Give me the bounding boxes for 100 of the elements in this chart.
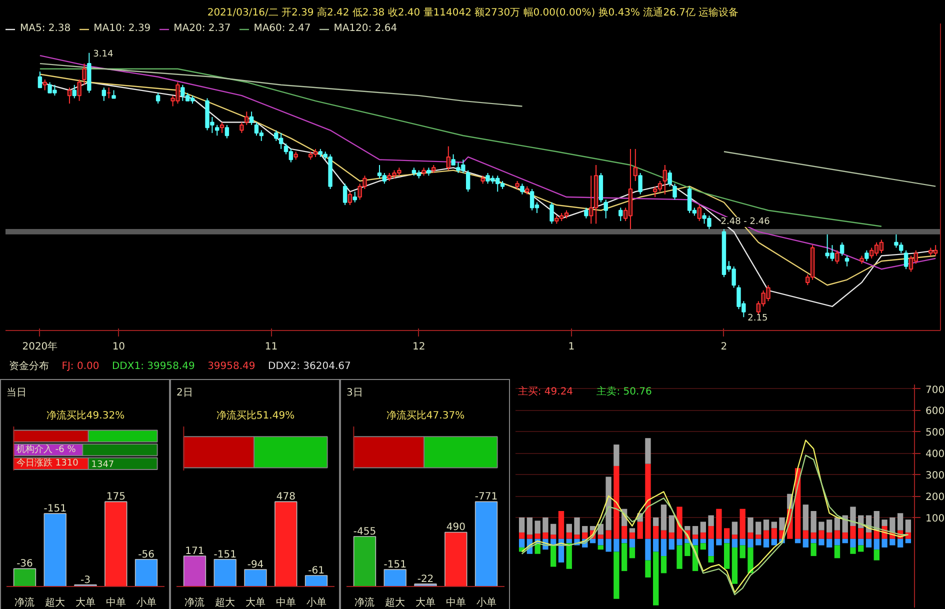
bar <box>44 513 66 586</box>
bar <box>756 522 762 535</box>
candlestick <box>835 250 840 264</box>
bar <box>104 501 128 586</box>
candlestick <box>840 242 844 256</box>
bar <box>676 538 682 546</box>
x-tick-label: 大单 <box>416 596 436 608</box>
annotation: 3.14 <box>93 49 114 60</box>
bar <box>274 501 298 586</box>
candlestick <box>244 111 249 126</box>
bar <box>882 538 888 548</box>
candlestick <box>844 255 850 267</box>
candlestick <box>638 172 642 195</box>
annotation: -61 <box>308 565 324 576</box>
chart-subtitle: 净流买比49.32% <box>46 410 125 422</box>
bar <box>834 545 840 558</box>
bar <box>818 530 824 539</box>
bar <box>542 517 548 532</box>
bar <box>621 526 628 539</box>
bar <box>740 508 746 539</box>
candlestick <box>82 63 86 86</box>
bar <box>708 556 714 562</box>
x-tick-label: 2 <box>720 342 728 352</box>
bar <box>740 538 746 546</box>
bar <box>566 524 572 532</box>
bar <box>850 547 856 554</box>
bar <box>732 534 738 539</box>
text: DDX1: 39958.49 <box>112 361 195 372</box>
bar <box>842 538 848 544</box>
x-tick-label: 12 <box>412 342 426 352</box>
x-tick-label: 中单 <box>276 596 296 608</box>
bar <box>834 530 840 539</box>
bar <box>518 538 525 548</box>
bar <box>653 552 659 606</box>
x-tick-label: 1 <box>568 342 575 352</box>
candlestick <box>352 191 357 203</box>
candlestick <box>224 124 230 139</box>
bar <box>897 513 904 530</box>
bar <box>518 517 525 532</box>
bar <box>550 524 556 535</box>
bar <box>732 547 738 584</box>
bar <box>653 538 659 552</box>
bar <box>858 545 864 552</box>
bar <box>684 543 690 556</box>
bar <box>684 526 690 530</box>
y-tick-label: 100 <box>926 513 945 524</box>
x-tick-label: 中单 <box>446 596 466 608</box>
annotation: -771 <box>474 492 498 503</box>
annotation: -151 <box>384 560 406 571</box>
bar <box>668 538 674 550</box>
chart-title: 当日 <box>6 386 26 398</box>
bar <box>716 538 722 546</box>
candlestick <box>604 199 608 219</box>
bar <box>621 538 628 544</box>
bar <box>818 522 824 530</box>
x-tick-label: 小单 <box>306 596 326 608</box>
bar <box>890 517 896 532</box>
legend-label: MA20: 2.37 <box>174 23 231 34</box>
bar <box>444 532 468 586</box>
y-tick-label: 200 <box>926 492 945 503</box>
bar <box>534 520 540 534</box>
bar <box>590 526 596 530</box>
annotation: 主买: 49.24 <box>518 386 574 398</box>
bar <box>668 532 674 539</box>
bar <box>732 522 738 535</box>
bar <box>214 558 236 586</box>
bar <box>763 538 770 548</box>
x-tick-label: 大单 <box>246 596 266 608</box>
candlestick <box>520 183 524 195</box>
bar <box>700 522 706 532</box>
bar <box>834 517 840 530</box>
bar <box>810 543 816 556</box>
bar <box>748 517 754 532</box>
annotation: -151 <box>44 504 66 515</box>
candlestick <box>697 204 702 222</box>
candlestick <box>550 202 554 224</box>
x-tick-label: 小单 <box>476 596 496 608</box>
bar <box>550 534 556 539</box>
bar <box>574 534 580 539</box>
bar <box>653 517 659 526</box>
bar <box>779 517 785 530</box>
bar <box>526 534 533 539</box>
bar <box>629 528 636 532</box>
bar <box>353 536 376 586</box>
x-tick-label: 净流 <box>184 596 205 608</box>
annotation: -94 <box>247 560 264 571</box>
bar <box>748 547 754 574</box>
x-tick-label: 中单 <box>106 596 126 608</box>
candlestick <box>156 92 160 104</box>
bar <box>645 464 651 539</box>
annotation: -36 <box>16 558 33 570</box>
bar <box>598 545 604 550</box>
legend-label: MA5: 2.38 <box>20 23 71 34</box>
bar <box>566 538 572 544</box>
candlestick <box>240 122 244 134</box>
bar <box>724 528 730 539</box>
bar <box>629 532 636 539</box>
bar <box>771 522 777 528</box>
bar <box>771 538 777 546</box>
bar <box>826 538 832 548</box>
